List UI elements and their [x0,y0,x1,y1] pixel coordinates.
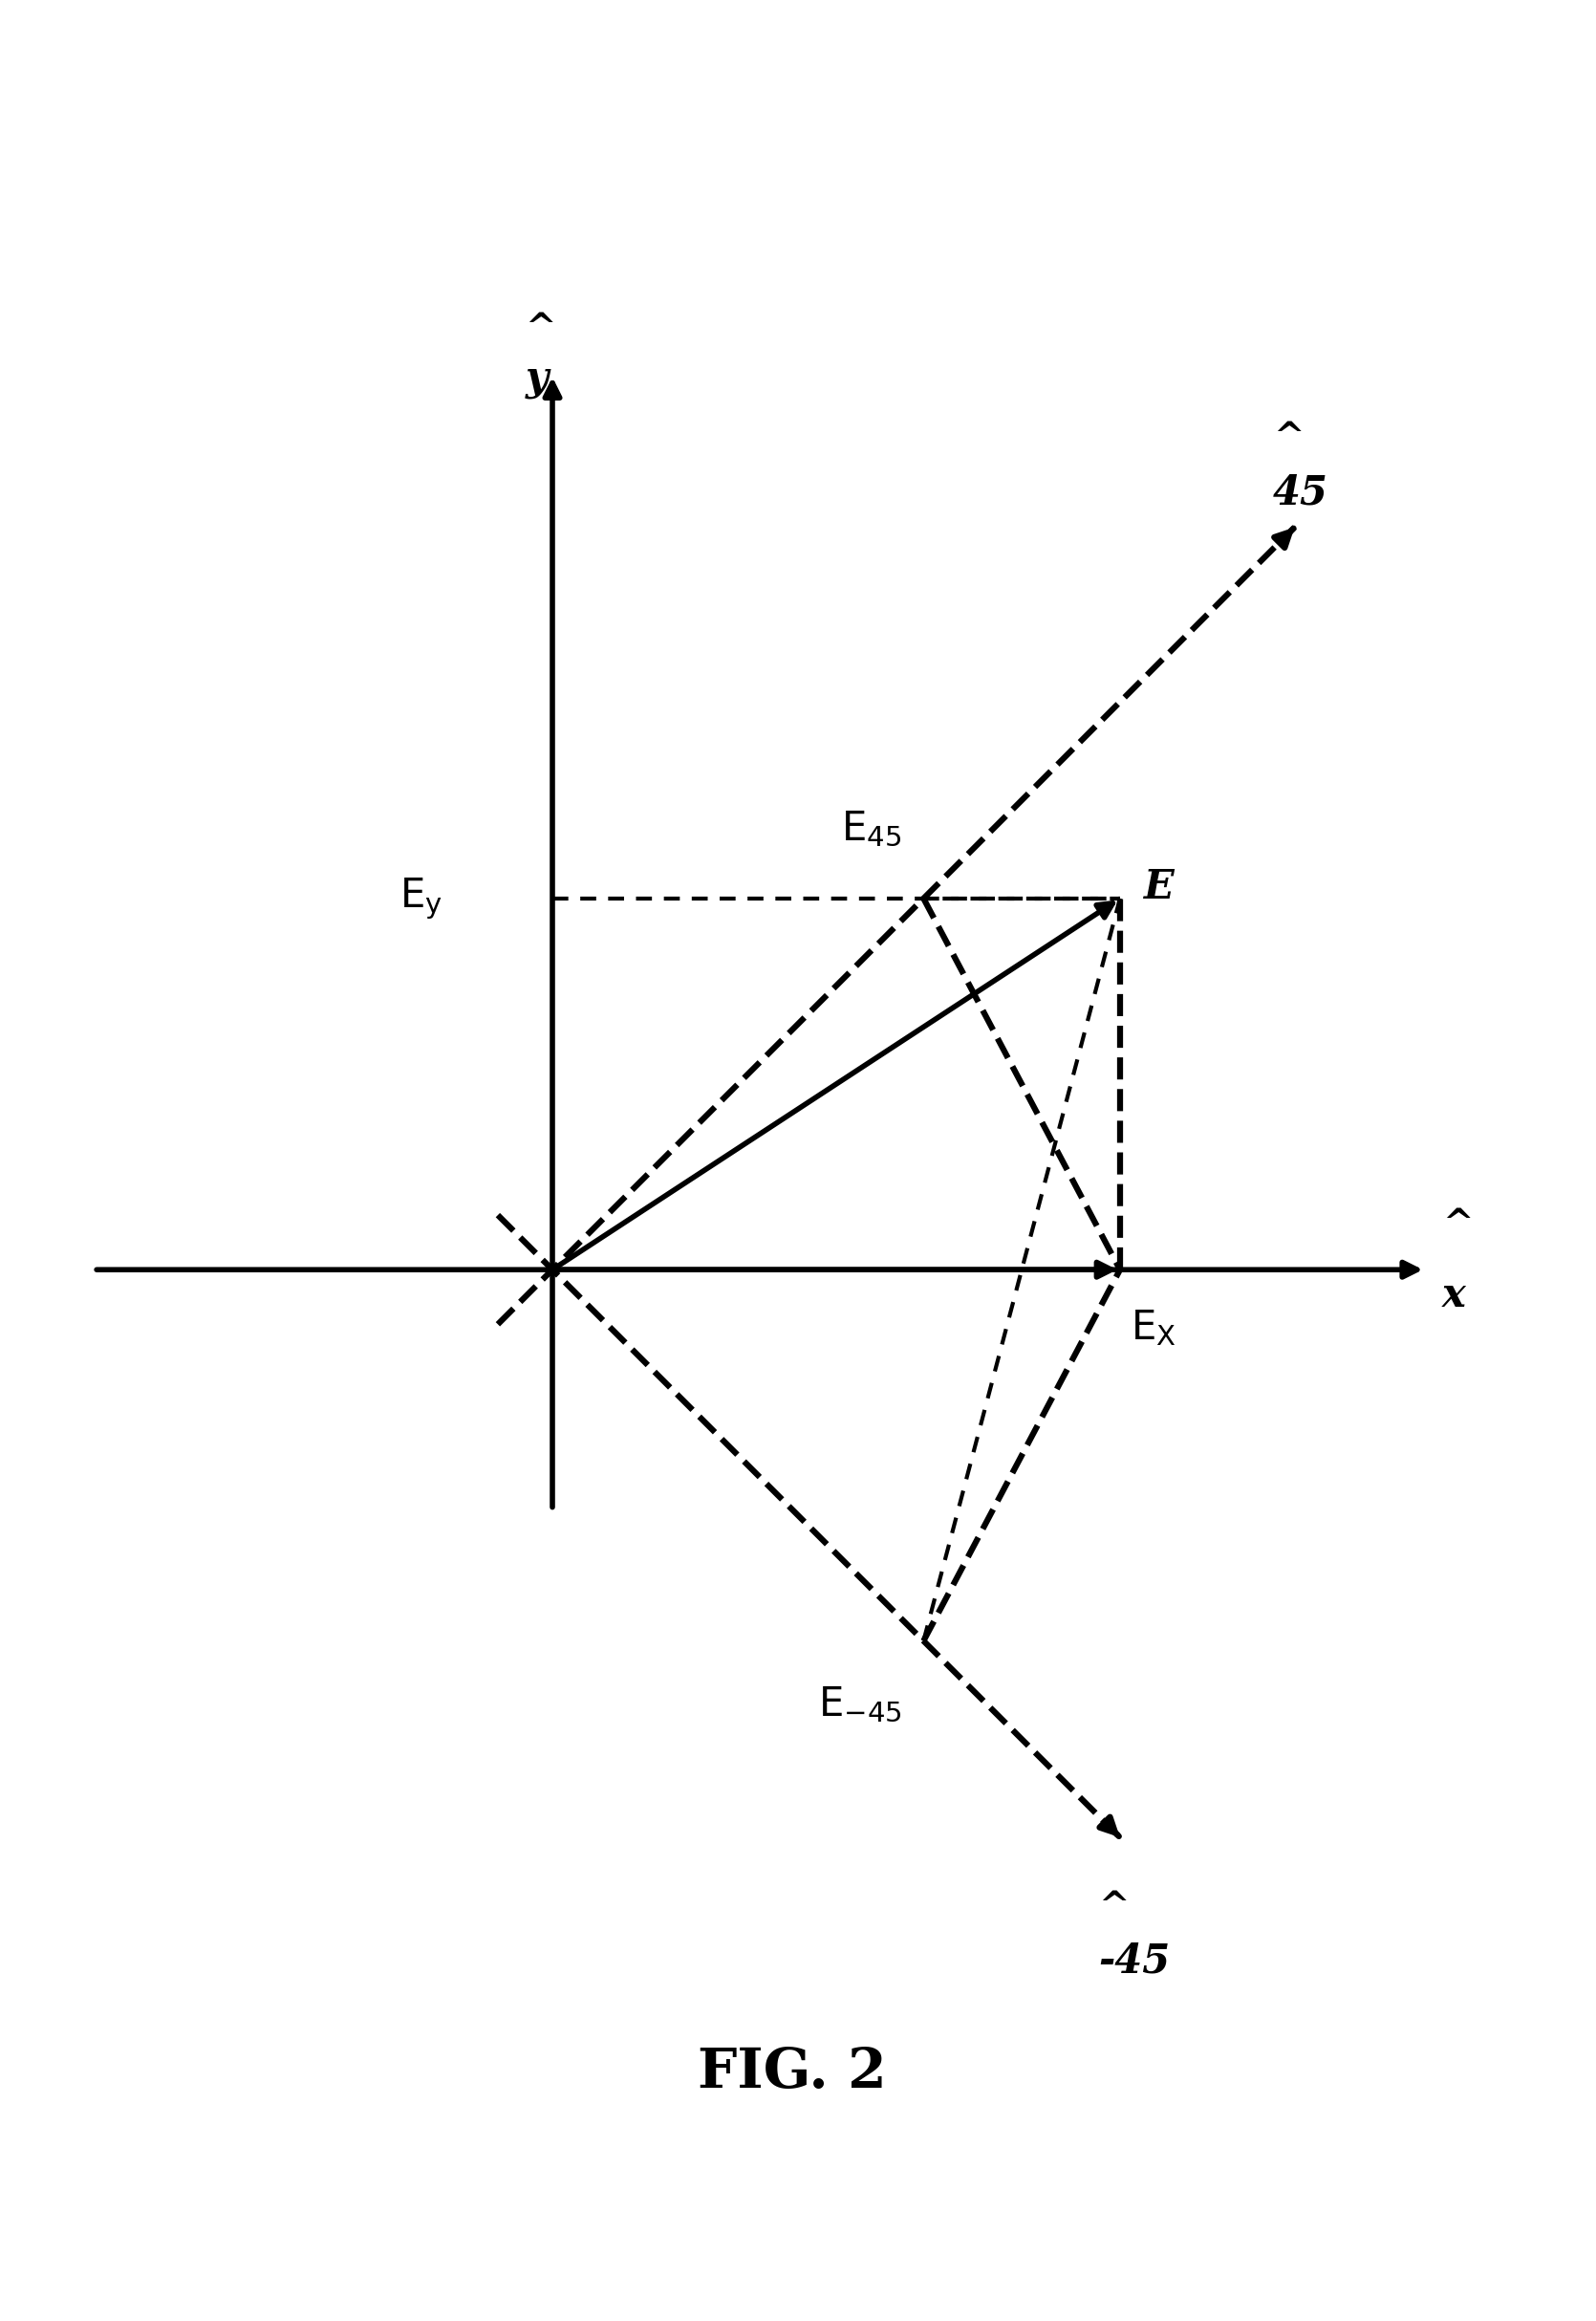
Text: ^: ^ [1443,1207,1473,1242]
Text: -45: -45 [1098,1940,1170,1982]
Text: ^: ^ [1274,420,1304,457]
Text: $\mathsf{E_{45}}$: $\mathsf{E_{45}}$ [841,810,902,849]
Text: ^: ^ [1098,1889,1130,1924]
Text: $\mathsf{E_{-45}}$: $\mathsf{E_{-45}}$ [817,1685,902,1725]
Text: x: x [1443,1274,1465,1316]
Text: E: E [1144,868,1175,908]
Text: $\mathsf{E_y}$: $\mathsf{E_y}$ [399,875,442,921]
Text: ^: ^ [525,311,557,348]
Text: FIG. 2: FIG. 2 [697,2045,887,2101]
Text: 45: 45 [1274,473,1328,513]
Text: $\mathsf{E_X}$: $\mathsf{E_X}$ [1132,1309,1176,1349]
Text: y: y [525,357,547,399]
